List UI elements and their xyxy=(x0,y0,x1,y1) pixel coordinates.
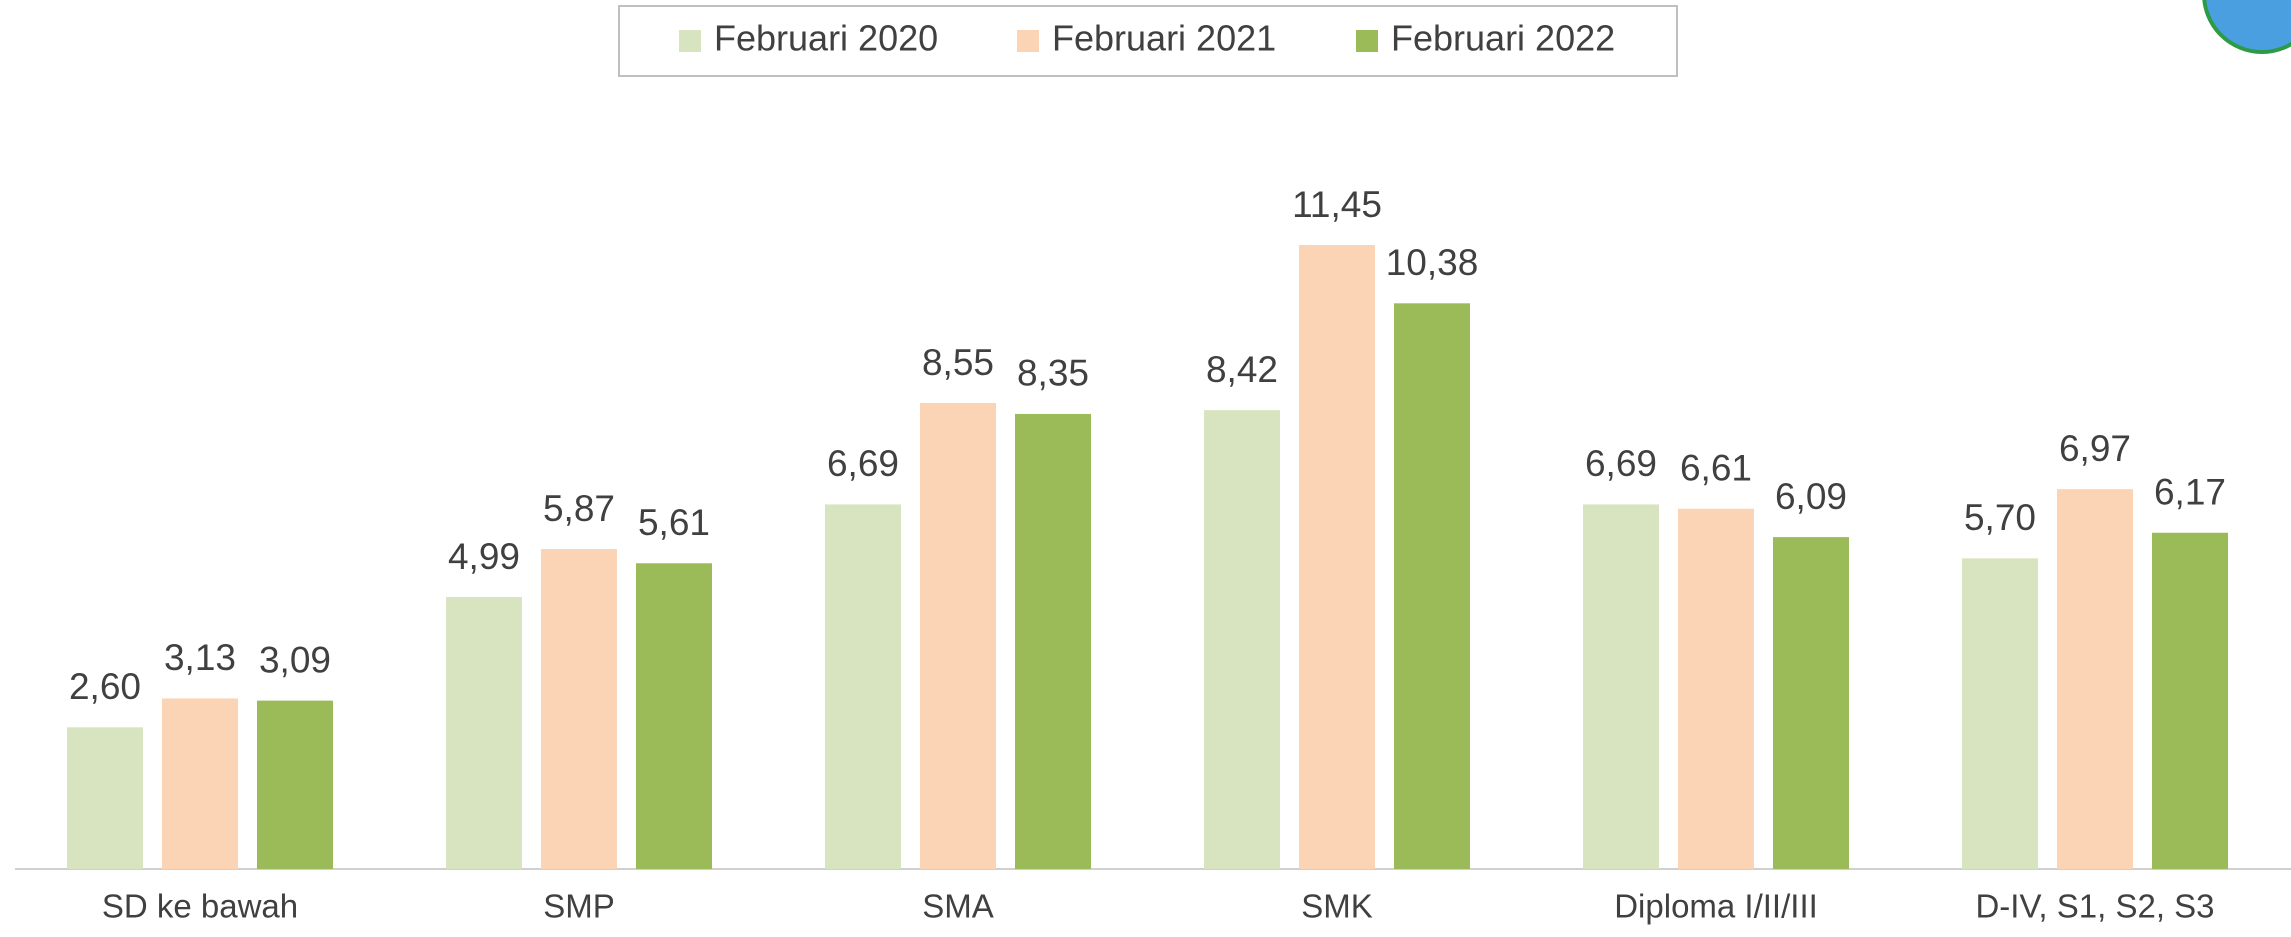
legend-label: Februari 2022 xyxy=(1391,18,1615,59)
bar xyxy=(257,700,333,869)
value-label: 11,45 xyxy=(1292,184,1382,225)
bar xyxy=(1394,303,1470,870)
bar xyxy=(1583,504,1659,869)
bar xyxy=(541,549,617,869)
legend-swatch xyxy=(1017,30,1039,52)
value-label: 6,17 xyxy=(2154,472,2226,513)
bar xyxy=(1204,410,1280,869)
legend-box xyxy=(618,5,1678,77)
value-label: 6,97 xyxy=(2059,428,2131,469)
bar xyxy=(636,563,712,869)
value-label: 6,69 xyxy=(1585,443,1657,484)
x-tick-label: D-IV, S1, S2, S3 xyxy=(1975,888,2214,925)
value-label: 5,70 xyxy=(1964,497,2036,538)
bar xyxy=(446,597,522,869)
value-label: 6,69 xyxy=(827,443,899,484)
value-label: 4,99 xyxy=(448,536,520,577)
bar xyxy=(2057,489,2133,869)
bar xyxy=(67,727,143,869)
legend-label: Februari 2021 xyxy=(1052,18,1276,59)
value-label: 3,09 xyxy=(259,639,331,680)
value-label: 6,09 xyxy=(1775,476,1847,517)
value-label: 6,61 xyxy=(1680,448,1752,489)
x-tick-label: Diploma I/II/III xyxy=(1614,888,1818,925)
value-label: 5,61 xyxy=(638,502,710,543)
value-label: 8,42 xyxy=(1206,349,1278,390)
bar xyxy=(1773,537,1849,869)
logo xyxy=(2202,0,2291,54)
value-label: 2,60 xyxy=(69,666,141,707)
bar xyxy=(2152,532,2228,869)
bar xyxy=(1015,413,1091,869)
bar xyxy=(825,504,901,869)
value-label: 8,35 xyxy=(1017,353,1089,394)
value-label: 3,13 xyxy=(164,637,236,678)
legend-swatch xyxy=(679,30,701,52)
x-tick-label: SD ke bawah xyxy=(102,888,298,925)
value-label: 5,87 xyxy=(543,488,615,529)
bar xyxy=(1678,508,1754,869)
x-tick-label: SMK xyxy=(1301,888,1373,925)
legend-label: Februari 2020 xyxy=(714,18,938,59)
x-tick-label: SMA xyxy=(922,888,994,925)
bar xyxy=(1299,245,1375,869)
legend-swatch xyxy=(1356,30,1378,52)
bar xyxy=(1962,558,2038,869)
value-label: 8,55 xyxy=(922,342,994,383)
bar xyxy=(920,403,996,869)
bar xyxy=(162,698,238,869)
x-tick-label: SMP xyxy=(543,888,615,925)
value-label: 10,38 xyxy=(1386,242,1479,283)
